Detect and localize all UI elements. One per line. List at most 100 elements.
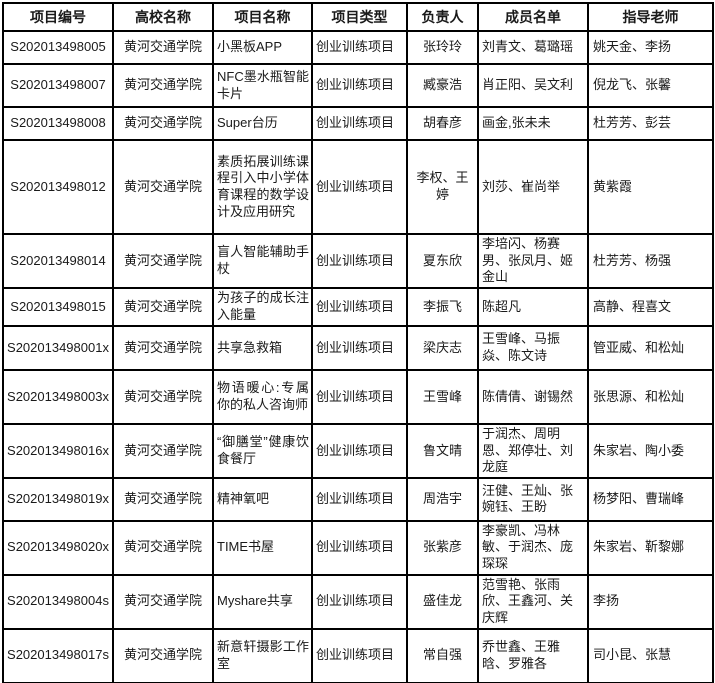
cell-project-name: TIME书屋 [212, 519, 313, 576]
cell-project-name: 为孩子的成长注入能量 [212, 286, 313, 327]
cell-leader: 周浩宇 [406, 476, 479, 522]
cell-members: 汪健、王灿、张婉钰、王盼 [477, 476, 589, 522]
cell-advisors: 朱家岩、靳黎娜 [587, 519, 714, 576]
cell-leader: 李权、王婷 [406, 139, 479, 235]
cell-members: 王雪峰、马振焱、陈文诗 [477, 324, 589, 371]
table-row: S202013498004s 黄河交通学院 Myshare共享 创业训练项目 盛佳龙 范雪… [2, 573, 714, 630]
cell-members: 陈超凡 [477, 286, 589, 327]
table-row: S202013498017s 黄河交通学院 新意轩摄影工作室 创业训练项目 常自强 乔世鑫… [2, 627, 714, 683]
table-row: S202013498005 黄河交通学院 小黑板APP 创业训练项目 张玲玲 刘青文、葛璐… [2, 30, 714, 65]
column-header-school-name: 高校名称 [112, 2, 214, 32]
cell-leader: 常自强 [406, 627, 479, 683]
cell-project-id: S202013498019x [2, 476, 114, 522]
column-header-advisors: 指导老师 [587, 2, 714, 32]
table-row: S202013498007 黄河交通学院 NFC墨水瓶智能卡片 创业训练项目 臧豪浩 肖正… [2, 63, 714, 108]
cell-members: 肖正阳、吴文利 [477, 63, 589, 108]
cell-school-name: 黄河交通学院 [112, 627, 214, 683]
table-row: S202013498020x 黄河交通学院 TIME书屋 创业训练项目 张紫彦 李豪凯、冯… [2, 519, 714, 576]
table-row: S202013498008 黄河交通学院 Super台历 创业训练项目 胡春彦 画金,张未… [2, 106, 714, 141]
cell-school-name: 黄河交通学院 [112, 139, 214, 235]
cell-project-name: 小黑板APP [212, 30, 313, 65]
cell-project-id: S202013498001x [2, 324, 114, 371]
table-header: 项目编号 高校名称 项目名称 项目类型 负责人 成员名单 指导老师 [2, 2, 714, 32]
cell-advisors: 倪龙飞、张馨 [587, 63, 714, 108]
cell-advisors: 高静、程喜文 [587, 286, 714, 327]
cell-leader: 王雪峰 [406, 368, 479, 425]
table-row: S202013498016x 黄河交通学院 “御膳堂”健康饮食餐厅 创业训练项目 鲁文晴… [2, 422, 714, 479]
column-header-members: 成员名单 [477, 2, 589, 32]
table-body: S202013498005 黄河交通学院 小黑板APP 创业训练项目 张玲玲 刘青文、葛璐… [2, 30, 714, 683]
column-header-project-type: 项目类型 [311, 2, 408, 32]
cell-project-id: S202013498005 [2, 30, 114, 65]
cell-advisors: 杨梦阳、曹瑞峰 [587, 476, 714, 522]
cell-school-name: 黄河交通学院 [112, 422, 214, 479]
cell-project-name: Super台历 [212, 106, 313, 141]
cell-school-name: 黄河交通学院 [112, 476, 214, 522]
cell-project-name: NFC墨水瓶智能卡片 [212, 63, 313, 108]
cell-project-id: S202013498004s [2, 573, 114, 630]
cell-project-type: 创业训练项目 [311, 106, 408, 141]
cell-project-type: 创业训练项目 [311, 324, 408, 371]
table-row: S202013498003x 黄河交通学院 物语暖心:专属你的私人咨询师 创业训练项目… [2, 368, 714, 425]
cell-leader: 梁庆志 [406, 324, 479, 371]
cell-members: 李豪凯、冯林敏、于润杰、庞琛琛 [477, 519, 589, 576]
cell-project-type: 创业训练项目 [311, 233, 408, 289]
cell-project-type: 创业训练项目 [311, 519, 408, 576]
cell-advisors: 朱家岩、陶小委 [587, 422, 714, 479]
cell-project-id: S202013498012 [2, 139, 114, 235]
cell-leader: 鲁文晴 [406, 422, 479, 479]
table-row: S202013498019x 黄河交通学院 精神氧吧 创业训练项目 周浩宇 汪健、王灿、张… [2, 476, 714, 522]
cell-project-name: “御膳堂”健康饮食餐厅 [212, 422, 313, 479]
cell-school-name: 黄河交通学院 [112, 63, 214, 108]
cell-school-name: 黄河交通学院 [112, 368, 214, 425]
cell-project-id: S202013498003x [2, 368, 114, 425]
cell-school-name: 黄河交通学院 [112, 519, 214, 576]
cell-project-id: S202013498016x [2, 422, 114, 479]
cell-school-name: 黄河交通学院 [112, 233, 214, 289]
cell-project-name: 盲人智能辅助手杖 [212, 233, 313, 289]
cell-leader: 盛佳龙 [406, 573, 479, 630]
cell-project-type: 创业训练项目 [311, 573, 408, 630]
cell-project-name: 新意轩摄影工作室 [212, 627, 313, 683]
cell-project-type: 创业训练项目 [311, 627, 408, 683]
cell-project-name: 精神氧吧 [212, 476, 313, 522]
cell-advisors: 司小昆、张慧 [587, 627, 714, 683]
cell-project-name: Myshare共享 [212, 573, 313, 630]
cell-school-name: 黄河交通学院 [112, 106, 214, 141]
cell-members: 范雪艳、张雨欣、王鑫河、关庆辉 [477, 573, 589, 630]
table-row: S202013498014 黄河交通学院 盲人智能辅助手杖 创业训练项目 夏东欣 李培闪、… [2, 233, 714, 289]
cell-project-id: S202013498020x [2, 519, 114, 576]
cell-members: 刘莎、崔尚举 [477, 139, 589, 235]
cell-project-id: S202013498008 [2, 106, 114, 141]
cell-project-type: 创业训练项目 [311, 476, 408, 522]
cell-project-id: S202013498014 [2, 233, 114, 289]
cell-school-name: 黄河交通学院 [112, 30, 214, 65]
cell-members: 陈倩倩、谢锡然 [477, 368, 589, 425]
cell-project-name: 物语暖心:专属你的私人咨询师 [212, 368, 313, 425]
cell-members: 李培闪、杨赛男、张凤月、姬金山 [477, 233, 589, 289]
cell-school-name: 黄河交通学院 [112, 324, 214, 371]
cell-advisors: 管亚威、和松灿 [587, 324, 714, 371]
cell-advisors: 杜芳芳、彭芸 [587, 106, 714, 141]
table-row: S202013498001x 黄河交通学院 共享急救箱 创业训练项目 梁庆志 王雪峰、马振… [2, 324, 714, 371]
cell-advisors: 黄紫霞 [587, 139, 714, 235]
cell-school-name: 黄河交通学院 [112, 286, 214, 327]
cell-project-name: 共享急救箱 [212, 324, 313, 371]
cell-project-name: 素质拓展训练课程引入中小学体育课程的数学设计及应用研究 [212, 139, 313, 235]
cell-members: 于润杰、周明恩、郑停壮、刘龙庭 [477, 422, 589, 479]
cell-project-type: 创业训练项目 [311, 368, 408, 425]
cell-project-type: 创业训练项目 [311, 422, 408, 479]
cell-advisors: 姚天金、李扬 [587, 30, 714, 65]
column-header-project-name: 项目名称 [212, 2, 313, 32]
cell-leader: 李振飞 [406, 286, 479, 327]
cell-leader: 夏东欣 [406, 233, 479, 289]
cell-project-id: S202013498015 [2, 286, 114, 327]
cell-members: 乔世鑫、王雅晗、罗雅各 [477, 627, 589, 683]
cell-project-type: 创业训练项目 [311, 63, 408, 108]
cell-advisors: 李扬 [587, 573, 714, 630]
cell-project-type: 创业训练项目 [311, 30, 408, 65]
cell-members: 画金,张未未 [477, 106, 589, 141]
cell-leader: 臧豪浩 [406, 63, 479, 108]
